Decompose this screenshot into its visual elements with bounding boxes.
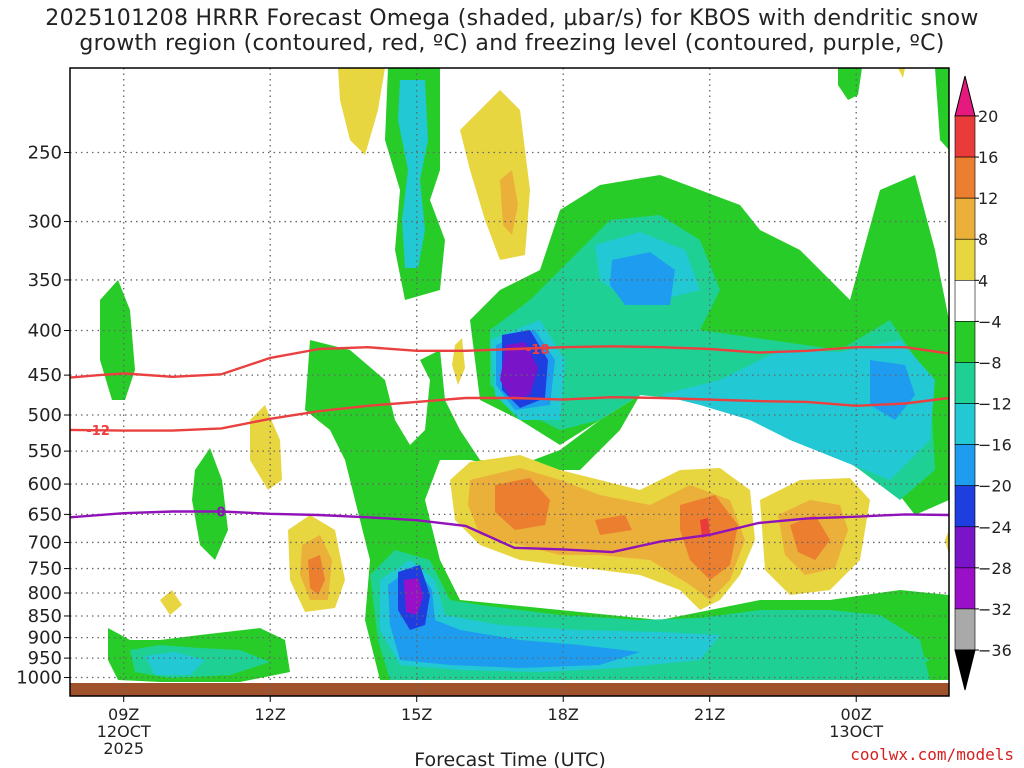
omega-region-red-band (700, 518, 710, 538)
x-tick-date: 13OCT (829, 722, 883, 741)
y-tick-label: 700 (28, 532, 62, 553)
colorbar-segment (954, 526, 976, 569)
y-tick-label: 750 (28, 559, 62, 580)
y-tick-label: 1000 (16, 668, 62, 689)
colorbar-top-triangle (954, 75, 976, 117)
negative-omega-regions (100, 68, 949, 682)
colorbar-bottom-triangle (954, 649, 976, 691)
y-tick-label: 450 (28, 365, 62, 386)
contour--18 (70, 345, 949, 379)
plot-frame (69, 67, 950, 697)
contour-0 (70, 510, 949, 554)
x-tick-year: 2025 (103, 739, 144, 758)
y-tick-label: 600 (28, 474, 62, 495)
chart-title: 2025101208 HRRR Forecast Omega (shaded, … (0, 6, 1024, 56)
x-tick-label: 18Z (548, 705, 579, 724)
y-tick-label: 500 (28, 405, 62, 426)
x-tick-label: 15Z (401, 705, 432, 724)
omega-region-bottom-left-cyan (145, 652, 205, 675)
omega-region-main-blue (496, 252, 915, 420)
x-tick-label: 00Z (841, 705, 872, 724)
colorbar-label: −28 (978, 559, 1012, 578)
colorbar-label: 4 (978, 271, 988, 290)
colorbar-segment (954, 280, 976, 322)
colorbar-segment (954, 567, 976, 610)
omega-region-main-cyan (490, 232, 935, 480)
omega-region-darkorange-left (308, 555, 325, 595)
contour-label: 0 (216, 505, 225, 520)
ground-strip (70, 683, 949, 696)
omega-region-top-right-green (838, 68, 949, 150)
colorbar-label: 8 (978, 230, 988, 249)
colorbar-label: −36 (978, 641, 1012, 660)
y-tick-label: 400 (28, 321, 62, 342)
omega-region-orange-top-mid (500, 170, 518, 235)
omega-region-darkorange-band-right (595, 495, 738, 580)
y-tick-label: 850 (28, 606, 62, 627)
title-line-1: 2025101208 HRRR Forecast Omega (shaded, … (45, 6, 979, 31)
colorbar-segment (954, 156, 976, 199)
colorbar-label: −32 (978, 600, 1012, 619)
colorbar-label: −24 (978, 518, 1012, 537)
y-tick-label: 650 (28, 504, 62, 525)
y-tick-label: 550 (28, 441, 62, 462)
colorbar-segment (954, 485, 976, 528)
temperature-contours: -18 -12 0 (70, 343, 949, 554)
colorbar-segment (954, 115, 976, 158)
omega-region-darkorange-band-left (495, 478, 550, 530)
colorbar-label: −8 (978, 353, 1002, 372)
colorbar-segment (954, 444, 976, 486)
colorbar-segment (954, 197, 976, 240)
y-tick-label: 800 (28, 583, 62, 604)
y-tick-label: 300 (28, 212, 62, 233)
x-tick-label: 09Z (108, 705, 139, 724)
colorbar: 20 16 12 8 4 −4 −8 −12 −16 −20 −24 −28 −32 −36 (954, 75, 1012, 691)
positive-omega-regions (160, 68, 949, 615)
contour-label: -18 (526, 343, 550, 358)
omega-region-darkorange-right (790, 515, 830, 560)
omega-region-low-blue (388, 565, 640, 668)
x-tick-date: 12OCT (97, 722, 151, 741)
y-tick-label: 950 (28, 648, 62, 669)
colorbar-segment (954, 238, 976, 281)
colorbar-label: 16 (978, 148, 998, 167)
x-axis-label: Forecast Time (UTC) (414, 749, 605, 768)
x-tick-label: 21Z (694, 705, 725, 724)
colorbar-segment (954, 608, 976, 651)
colorbar-label: −16 (978, 436, 1012, 455)
omega-region-yellow-top-left (338, 68, 385, 155)
colorbar-label: −20 (978, 477, 1012, 496)
colorbar-label: 20 (978, 107, 998, 126)
y-axis: 2503003504004505005506006507007508008509… (16, 143, 70, 689)
colorbar-segment (954, 321, 976, 363)
x-tick-label: 12Z (255, 705, 286, 724)
colorbar-segment (954, 362, 976, 404)
omega-region-yellow-top-right (898, 68, 905, 78)
omega-region-low-purple (404, 578, 423, 615)
omega-region-left-green-2 (192, 448, 228, 560)
omega-shading (70, 68, 949, 696)
contour--12 (70, 396, 949, 432)
colorbar-label: −4 (978, 312, 1002, 331)
omega-region-yellow-left-1 (250, 405, 282, 490)
credit-text: coolwx.com/models (850, 745, 1014, 764)
colorbar-label: −12 (978, 395, 1012, 414)
contour-label: -12 (86, 424, 110, 439)
omega-region-bottom-right-teal (770, 640, 930, 678)
y-tick-label: 900 (28, 628, 62, 649)
omega-region-left-green-1 (100, 280, 135, 400)
omega-region-core-purple (500, 342, 538, 400)
y-tick-label: 350 (28, 270, 62, 291)
colorbar-segment (954, 403, 976, 445)
title-line-2: growth region (contoured, red, ºC) and f… (79, 31, 945, 56)
grid (70, 68, 949, 696)
colorbar-label: 12 (978, 189, 998, 208)
y-tick-label: 250 (28, 143, 62, 164)
